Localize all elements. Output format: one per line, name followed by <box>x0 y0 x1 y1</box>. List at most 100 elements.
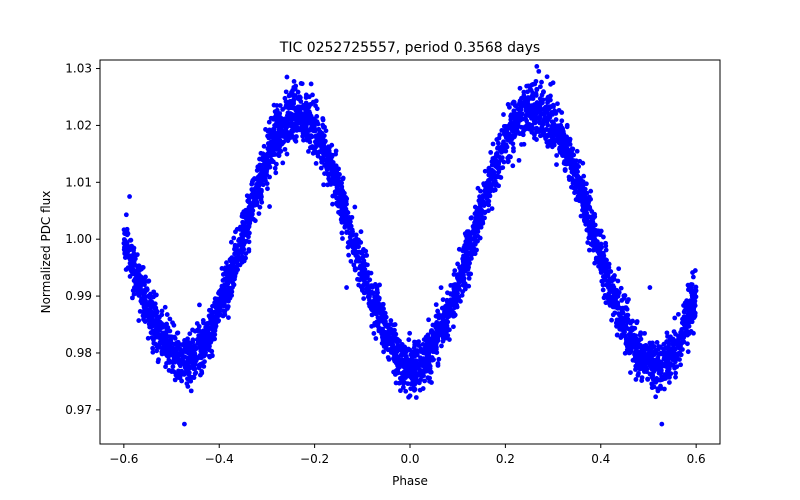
data-point <box>495 140 501 146</box>
data-point <box>624 299 630 305</box>
data-point <box>552 139 558 144</box>
data-point <box>482 168 488 174</box>
data-point <box>308 81 314 87</box>
data-point <box>336 166 341 172</box>
data-point <box>259 168 265 174</box>
data-point <box>185 350 191 356</box>
data-point <box>261 154 266 159</box>
data-point <box>533 102 538 107</box>
data-point <box>228 271 234 277</box>
data-point <box>229 255 235 261</box>
data-point <box>234 265 240 271</box>
data-point <box>313 133 319 139</box>
data-point <box>472 204 478 210</box>
data-point <box>145 310 151 316</box>
data-point <box>264 169 269 175</box>
data-point <box>269 130 275 136</box>
data-point <box>257 172 263 178</box>
data-point <box>646 356 652 362</box>
data-point <box>146 302 152 308</box>
data-point <box>122 238 128 244</box>
data-point <box>340 236 345 241</box>
data-point <box>521 141 527 147</box>
data-point <box>490 141 496 147</box>
data-point <box>628 370 633 375</box>
data-point <box>254 168 260 173</box>
data-point <box>569 184 574 190</box>
data-point <box>278 119 284 125</box>
data-point <box>158 337 164 343</box>
data-point <box>374 293 380 299</box>
data-point <box>638 366 643 372</box>
data-point <box>529 129 535 135</box>
data-point <box>685 306 691 312</box>
y-tick-label: 0.99 <box>65 289 92 303</box>
data-point <box>231 235 237 241</box>
data-point <box>171 322 177 328</box>
data-point <box>189 353 195 359</box>
data-point <box>590 242 596 248</box>
data-point <box>188 378 194 384</box>
data-point <box>280 160 286 166</box>
data-point <box>368 283 374 289</box>
data-point <box>526 83 531 89</box>
data-point <box>361 264 367 270</box>
data-point <box>190 337 196 343</box>
data-point <box>584 197 590 203</box>
data-point <box>690 274 696 280</box>
data-point <box>282 95 288 101</box>
data-point <box>159 308 165 314</box>
data-point <box>250 177 256 183</box>
data-point <box>135 291 141 297</box>
data-point <box>557 140 563 146</box>
data-point <box>380 337 386 343</box>
data-point <box>501 139 506 145</box>
data-point <box>523 115 528 121</box>
data-point <box>588 188 594 194</box>
data-point <box>399 352 405 358</box>
data-point <box>472 251 478 257</box>
data-point <box>673 370 678 376</box>
data-point <box>247 211 252 216</box>
data-point <box>637 332 643 338</box>
data-point <box>553 117 559 122</box>
data-point <box>652 377 658 383</box>
data-point <box>491 169 496 174</box>
data-point <box>492 173 498 179</box>
data-point <box>265 186 270 192</box>
data-point <box>488 150 494 155</box>
data-point <box>422 345 428 351</box>
data-point <box>300 130 306 136</box>
data-point <box>198 372 203 378</box>
data-point <box>233 270 239 276</box>
data-point <box>649 361 655 367</box>
data-point <box>154 313 160 319</box>
data-point <box>692 291 697 297</box>
data-point <box>536 107 541 113</box>
data-point <box>414 339 420 345</box>
data-point <box>200 329 206 335</box>
data-point <box>508 117 514 123</box>
y-tick-label: 1.00 <box>65 232 92 246</box>
data-point <box>525 89 530 95</box>
data-point <box>243 255 248 261</box>
data-point <box>199 369 205 374</box>
data-point <box>172 357 178 362</box>
data-point <box>399 360 405 366</box>
data-point <box>122 250 128 256</box>
data-point <box>148 324 154 329</box>
data-point <box>576 164 582 169</box>
data-point <box>291 122 297 127</box>
data-point <box>636 337 642 343</box>
data-point <box>672 359 678 365</box>
data-point <box>209 353 215 359</box>
data-point <box>604 257 609 263</box>
data-point <box>392 335 398 341</box>
data-point <box>632 351 637 357</box>
data-point <box>619 325 625 331</box>
data-point <box>467 261 472 266</box>
data-point <box>407 393 413 399</box>
data-point <box>125 265 131 271</box>
data-point <box>472 220 477 226</box>
